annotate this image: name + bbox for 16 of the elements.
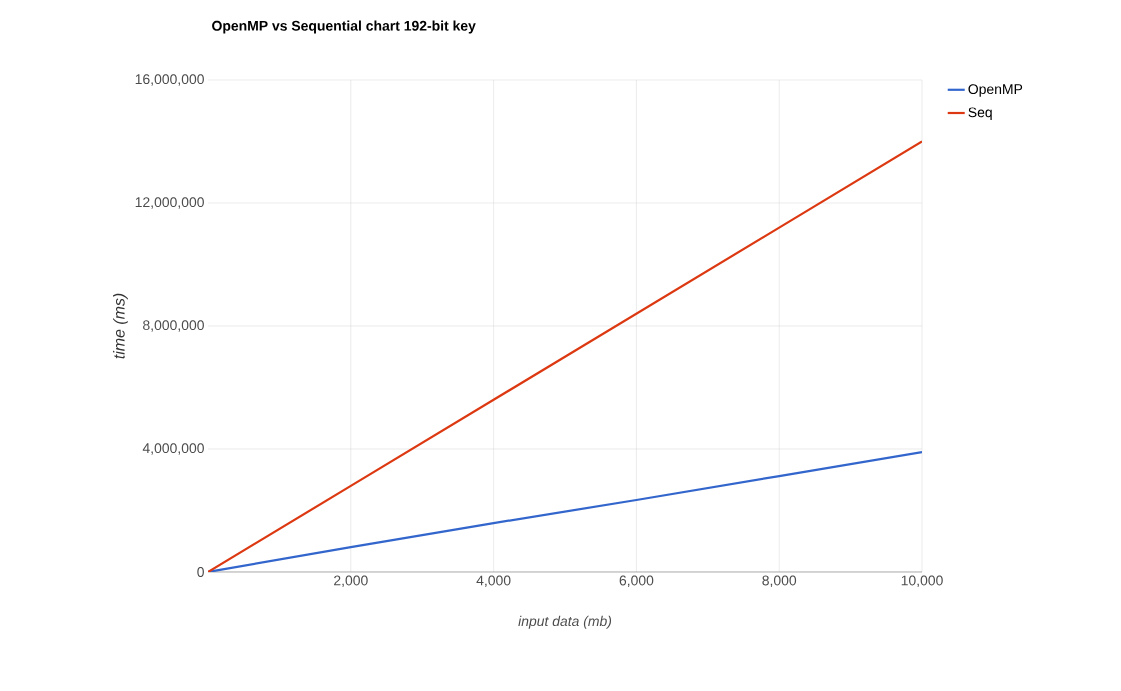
line-series [208,450,923,572]
y-axis-title: time (ms) [113,293,128,359]
chart-title: OpenMP vs Sequential chart 192-bit key [212,20,476,34]
y-tick-label: 16,000,000 [135,74,204,86]
y-tick-label: 4,000,000 [142,443,204,455]
x-tick-label: 10,000 [901,575,943,588]
y-tick-label: 12,000,000 [135,197,204,209]
y-tick-label: 0 [197,567,204,577]
legend-label: Seq [968,107,992,121]
x-axis-title: input data (mb) [518,615,612,629]
x-tick-label: 8,000 [762,575,797,588]
legend-label: OpenMP [968,84,1023,97]
x-tick-label: 2,000 [334,575,368,588]
y-tick-label: 8,000,000 [143,320,204,332]
x-tick-label: 4,000 [476,575,511,588]
x-tick-label: 6,000 [619,575,654,588]
